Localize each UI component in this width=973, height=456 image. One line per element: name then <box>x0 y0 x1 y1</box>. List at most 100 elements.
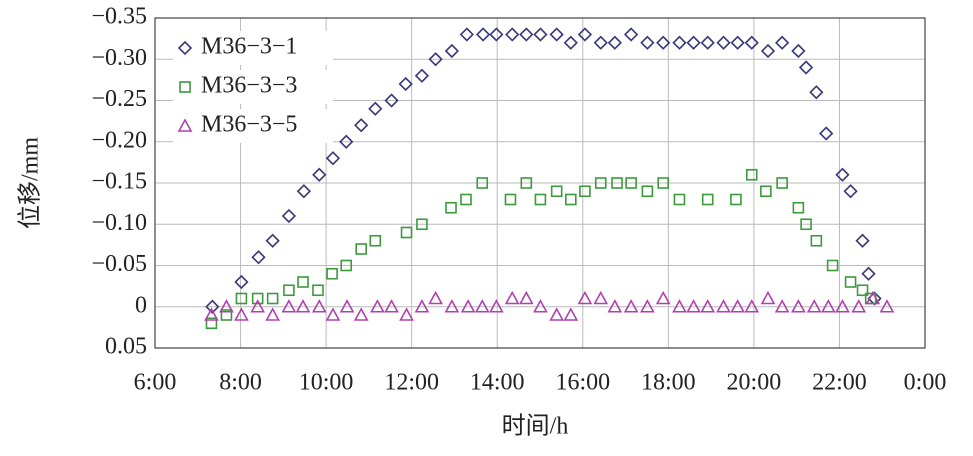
point <box>855 233 870 248</box>
point <box>325 307 341 321</box>
point <box>220 309 233 321</box>
point <box>339 299 355 313</box>
point <box>354 118 369 133</box>
legend-bg <box>173 109 333 143</box>
point <box>791 299 806 313</box>
point <box>460 299 476 313</box>
point <box>563 35 578 50</box>
point <box>416 218 428 231</box>
point <box>460 193 472 206</box>
y-tick-label: −0.15 <box>91 169 147 195</box>
point <box>234 307 249 321</box>
point <box>673 193 686 206</box>
legend-label: M36−3−3 <box>201 73 297 99</box>
y-tick-label: 0.05 <box>105 334 147 360</box>
x-tick-label: 16:00 <box>555 370 610 396</box>
y-tick-label: −0.35 <box>91 4 147 30</box>
point <box>791 43 806 59</box>
point <box>563 307 579 321</box>
point <box>369 234 382 247</box>
point <box>861 266 876 281</box>
point <box>251 292 264 305</box>
x-axis-label: 时间/h <box>502 413 569 440</box>
point <box>776 177 788 189</box>
point <box>577 290 593 305</box>
point <box>716 299 731 313</box>
point <box>625 177 637 189</box>
point <box>489 299 504 313</box>
point <box>623 299 639 313</box>
point <box>700 299 716 313</box>
point <box>798 60 814 75</box>
point <box>744 299 760 313</box>
legend-label: M36−3−5 <box>201 112 297 138</box>
point <box>774 299 790 313</box>
point <box>623 27 639 42</box>
point <box>806 299 822 313</box>
x-tick-label: 22:00 <box>812 370 867 396</box>
point <box>745 168 758 181</box>
point <box>459 27 474 42</box>
point <box>800 218 812 231</box>
point <box>311 299 327 313</box>
point <box>879 299 895 313</box>
point <box>414 68 430 83</box>
legend-marker <box>179 81 191 93</box>
point <box>489 27 504 42</box>
point <box>819 126 834 141</box>
point <box>607 299 623 313</box>
point <box>760 185 772 198</box>
point <box>640 299 655 313</box>
y-tick-label: −0.25 <box>91 86 147 112</box>
point <box>475 27 491 42</box>
point <box>730 299 745 313</box>
point <box>792 201 805 214</box>
y-axis-label: 位移/mm <box>17 137 44 229</box>
point <box>655 290 671 305</box>
point <box>520 177 533 189</box>
point <box>235 292 248 305</box>
point <box>611 177 623 189</box>
point <box>428 52 443 67</box>
point <box>843 184 858 199</box>
y-tick-label: −0.10 <box>91 210 147 236</box>
point <box>760 290 776 305</box>
point <box>266 292 279 305</box>
point <box>701 193 714 206</box>
point <box>400 226 413 239</box>
point <box>325 151 341 166</box>
point <box>550 185 563 198</box>
point <box>549 27 564 42</box>
point <box>414 299 430 313</box>
point <box>579 185 591 198</box>
point <box>594 177 607 189</box>
point <box>205 317 218 330</box>
x-tick-label: 14:00 <box>470 370 525 396</box>
point <box>205 299 220 314</box>
point <box>856 284 869 297</box>
point <box>340 259 353 272</box>
point <box>445 201 457 214</box>
point <box>505 27 520 42</box>
point <box>640 35 655 50</box>
point <box>744 35 759 50</box>
point <box>398 76 413 92</box>
point <box>519 27 534 42</box>
point <box>730 35 745 50</box>
point <box>730 193 742 206</box>
plot-frame <box>154 17 926 349</box>
point <box>835 299 850 313</box>
y-tick-label: 0 <box>135 292 147 318</box>
point <box>607 35 622 50</box>
point <box>810 234 823 247</box>
point <box>339 134 354 149</box>
point <box>534 193 547 206</box>
point <box>251 250 266 265</box>
point <box>444 299 460 313</box>
x-tick-label: 18:00 <box>641 370 696 396</box>
point <box>577 27 593 42</box>
legend-marker <box>177 118 193 132</box>
point <box>504 193 517 206</box>
x-tick-label: 8:00 <box>219 370 262 396</box>
